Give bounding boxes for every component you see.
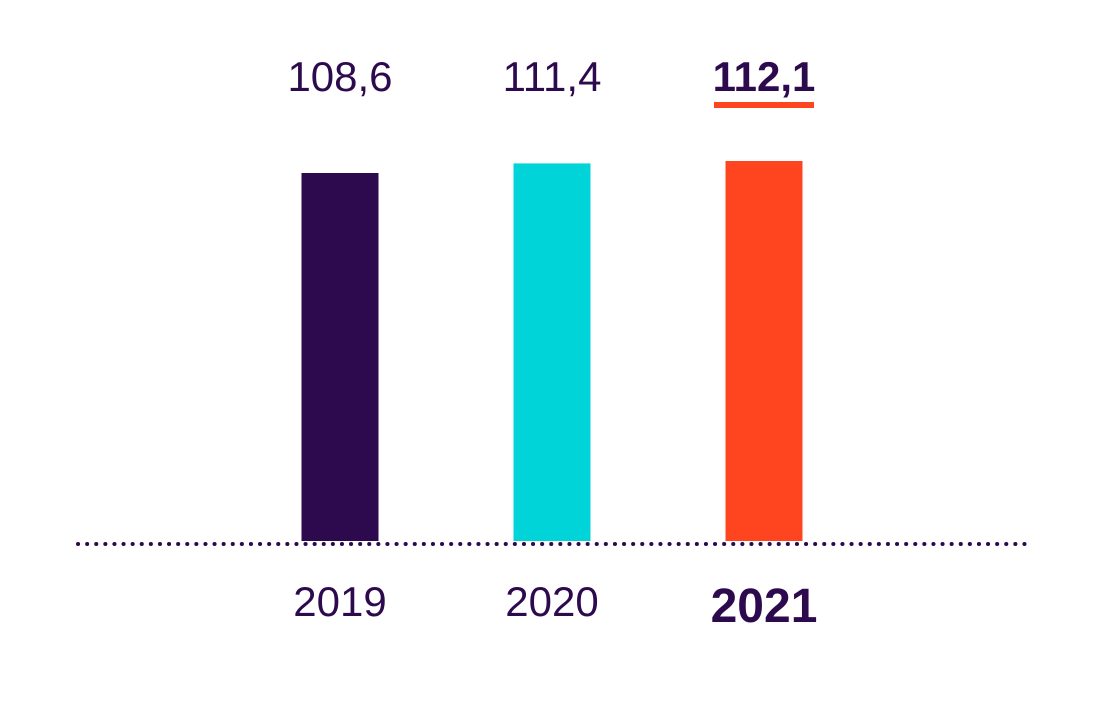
value-label-2019: 108,6 [287,53,392,100]
value-label-2020: 111,4 [503,53,602,100]
bar-2019 [301,173,379,541]
bar-2021 [725,161,803,541]
category-label-2020: 2020 [505,578,598,625]
category-label-2021: 2021 [711,580,818,633]
highlight-underline [714,102,814,108]
bar-2020 [513,163,591,541]
category-label-2019: 2019 [293,578,386,625]
value-label-2021: 112,1 [713,53,816,100]
labels-group: 108,6 2019 111,4 2020 112,1 2021 [287,53,817,633]
bars-group [301,161,803,541]
